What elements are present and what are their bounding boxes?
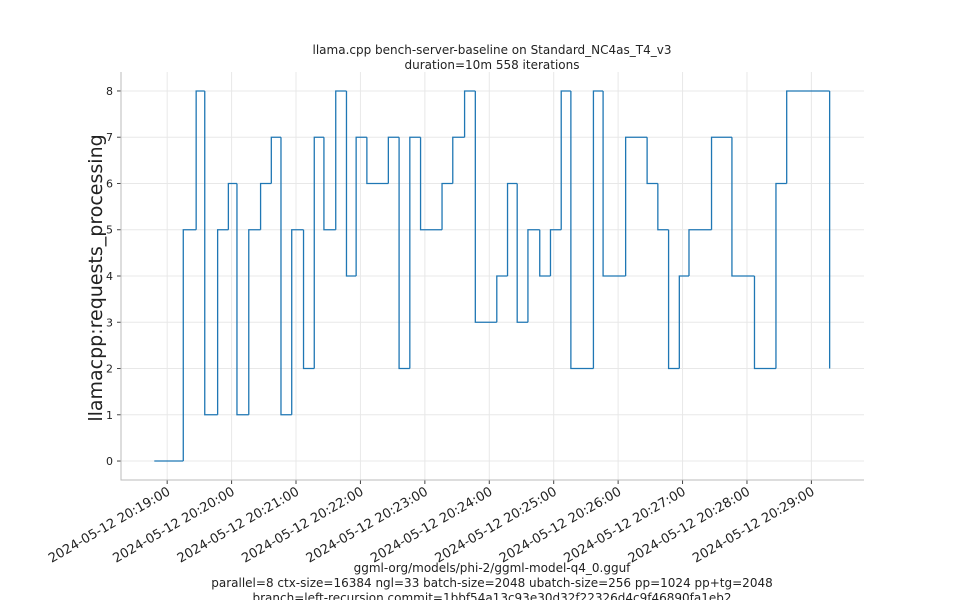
line-step xyxy=(302,229,315,370)
footer-line: ggml-org/models/phi-2/ggml-model-q4_0.gg… xyxy=(354,561,632,575)
line-step xyxy=(216,229,229,415)
y-tick-label: 4 xyxy=(106,270,113,283)
line-step xyxy=(463,90,476,138)
line-step xyxy=(355,136,367,276)
y-axis-label: llamacpp:requests_processing xyxy=(85,134,107,421)
y-tick-label: 3 xyxy=(106,316,113,329)
line-step xyxy=(366,137,389,185)
footer-line: branch=left-recursion commit=1bbf54a13c9… xyxy=(252,591,731,600)
line-step xyxy=(549,229,562,276)
line-step xyxy=(236,183,249,416)
line-step xyxy=(259,182,272,230)
x-tick-label: 2024-05-12 20:25:00 xyxy=(433,484,560,566)
line-step xyxy=(775,182,787,369)
line-step xyxy=(280,137,292,416)
line-step xyxy=(527,229,540,323)
x-tick-label: 2024-05-12 20:26:00 xyxy=(497,484,624,566)
line-step xyxy=(398,137,410,370)
line-step xyxy=(409,136,421,369)
x-tick-label: 2024-05-12 20:27:00 xyxy=(561,484,688,566)
y-tick-label: 8 xyxy=(106,85,113,98)
line-step xyxy=(624,136,648,276)
chart-subtitle: duration=10m 558 iterations xyxy=(405,58,580,72)
line-step xyxy=(387,136,400,184)
line-step xyxy=(204,90,218,416)
y-tick-label: 5 xyxy=(106,224,113,237)
x-tick-label: 2024-05-12 20:19:00 xyxy=(46,484,173,566)
line-step xyxy=(560,90,571,230)
line-step xyxy=(441,182,453,230)
line-step xyxy=(539,229,551,277)
line-step xyxy=(516,183,528,323)
line-step xyxy=(248,229,261,415)
y-tick-label: 7 xyxy=(106,131,113,144)
line-step xyxy=(227,182,237,230)
x-tick-label: 2024-05-12 20:22:00 xyxy=(239,484,366,566)
line-step xyxy=(270,136,281,184)
line-step xyxy=(657,183,669,231)
line-step xyxy=(753,276,776,370)
line-step xyxy=(474,90,497,323)
line-step xyxy=(678,275,689,369)
line-step xyxy=(667,229,680,370)
line-step xyxy=(419,137,443,231)
line-step xyxy=(646,137,658,185)
line-step xyxy=(688,229,712,276)
line-step xyxy=(291,229,304,415)
line-step xyxy=(786,90,830,184)
y-tick-label: 2 xyxy=(106,363,113,376)
line-step xyxy=(602,90,626,277)
line-step xyxy=(182,229,197,462)
chart-title: llama.cpp bench-server-baseline on Stand… xyxy=(313,43,672,57)
y-tick-label: 0 xyxy=(106,455,113,468)
line-step xyxy=(452,136,465,184)
line-step xyxy=(335,90,347,230)
y-tick-label: 6 xyxy=(106,177,113,190)
x-tick-label: 2024-05-12 20:23:00 xyxy=(304,484,431,566)
line-step xyxy=(313,136,324,369)
line-step xyxy=(506,182,518,276)
y-tick-label: 1 xyxy=(106,409,113,422)
line-step xyxy=(345,90,357,277)
x-tick-label: 2024-05-12 20:24:00 xyxy=(368,484,495,566)
x-tick-label: 2024-05-12 20:28:00 xyxy=(626,484,753,566)
x-tick-label: 2024-05-12 20:21:00 xyxy=(175,484,302,566)
line-step xyxy=(731,137,755,277)
line-step xyxy=(710,136,732,230)
line-step xyxy=(592,90,604,369)
x-tick-label: 2024-05-12 20:29:00 xyxy=(690,484,817,566)
line-step xyxy=(323,137,336,231)
axis-spine xyxy=(120,72,864,481)
footer-line: parallel=8 ctx-size=16384 ngl=33 batch-s… xyxy=(211,576,772,590)
x-tick-label: 2024-05-12 20:20:00 xyxy=(111,484,238,566)
line-step xyxy=(195,90,205,230)
line-step xyxy=(570,90,594,370)
line-step xyxy=(496,275,508,323)
